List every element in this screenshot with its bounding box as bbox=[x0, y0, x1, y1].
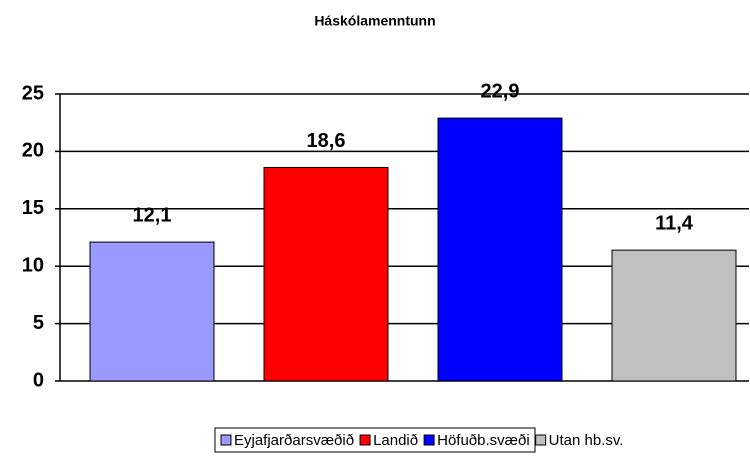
y-tick-label: 25 bbox=[22, 82, 44, 104]
value-label: 12,1 bbox=[133, 204, 172, 226]
y-tick-label: 10 bbox=[22, 254, 44, 276]
bar bbox=[263, 166, 389, 382]
legend-label: Utan hb.sv. bbox=[549, 432, 624, 449]
legend-swatch bbox=[220, 434, 232, 446]
value-label: 11,4 bbox=[655, 212, 694, 234]
legend-label: Höfuðb.svæði bbox=[437, 432, 530, 449]
value-label: 22,9 bbox=[481, 80, 520, 102]
value-label: 18,6 bbox=[307, 130, 346, 152]
y-tick-label: 0 bbox=[33, 369, 44, 391]
bar bbox=[611, 249, 737, 382]
y-tick-label: 5 bbox=[33, 312, 44, 334]
chart-title: Háskólamenntunn bbox=[314, 13, 435, 29]
bar bbox=[89, 241, 215, 382]
bar bbox=[437, 117, 563, 382]
y-tick-label: 15 bbox=[22, 197, 44, 219]
legend-label: Eyjafjarðarsvæðið bbox=[234, 432, 354, 449]
y-tick-label: 20 bbox=[22, 140, 44, 162]
legend-box bbox=[214, 427, 536, 453]
legend-swatch bbox=[535, 434, 547, 446]
legend-label: Landið bbox=[373, 432, 418, 449]
legend-swatch bbox=[423, 434, 435, 446]
legend-swatch bbox=[359, 434, 371, 446]
